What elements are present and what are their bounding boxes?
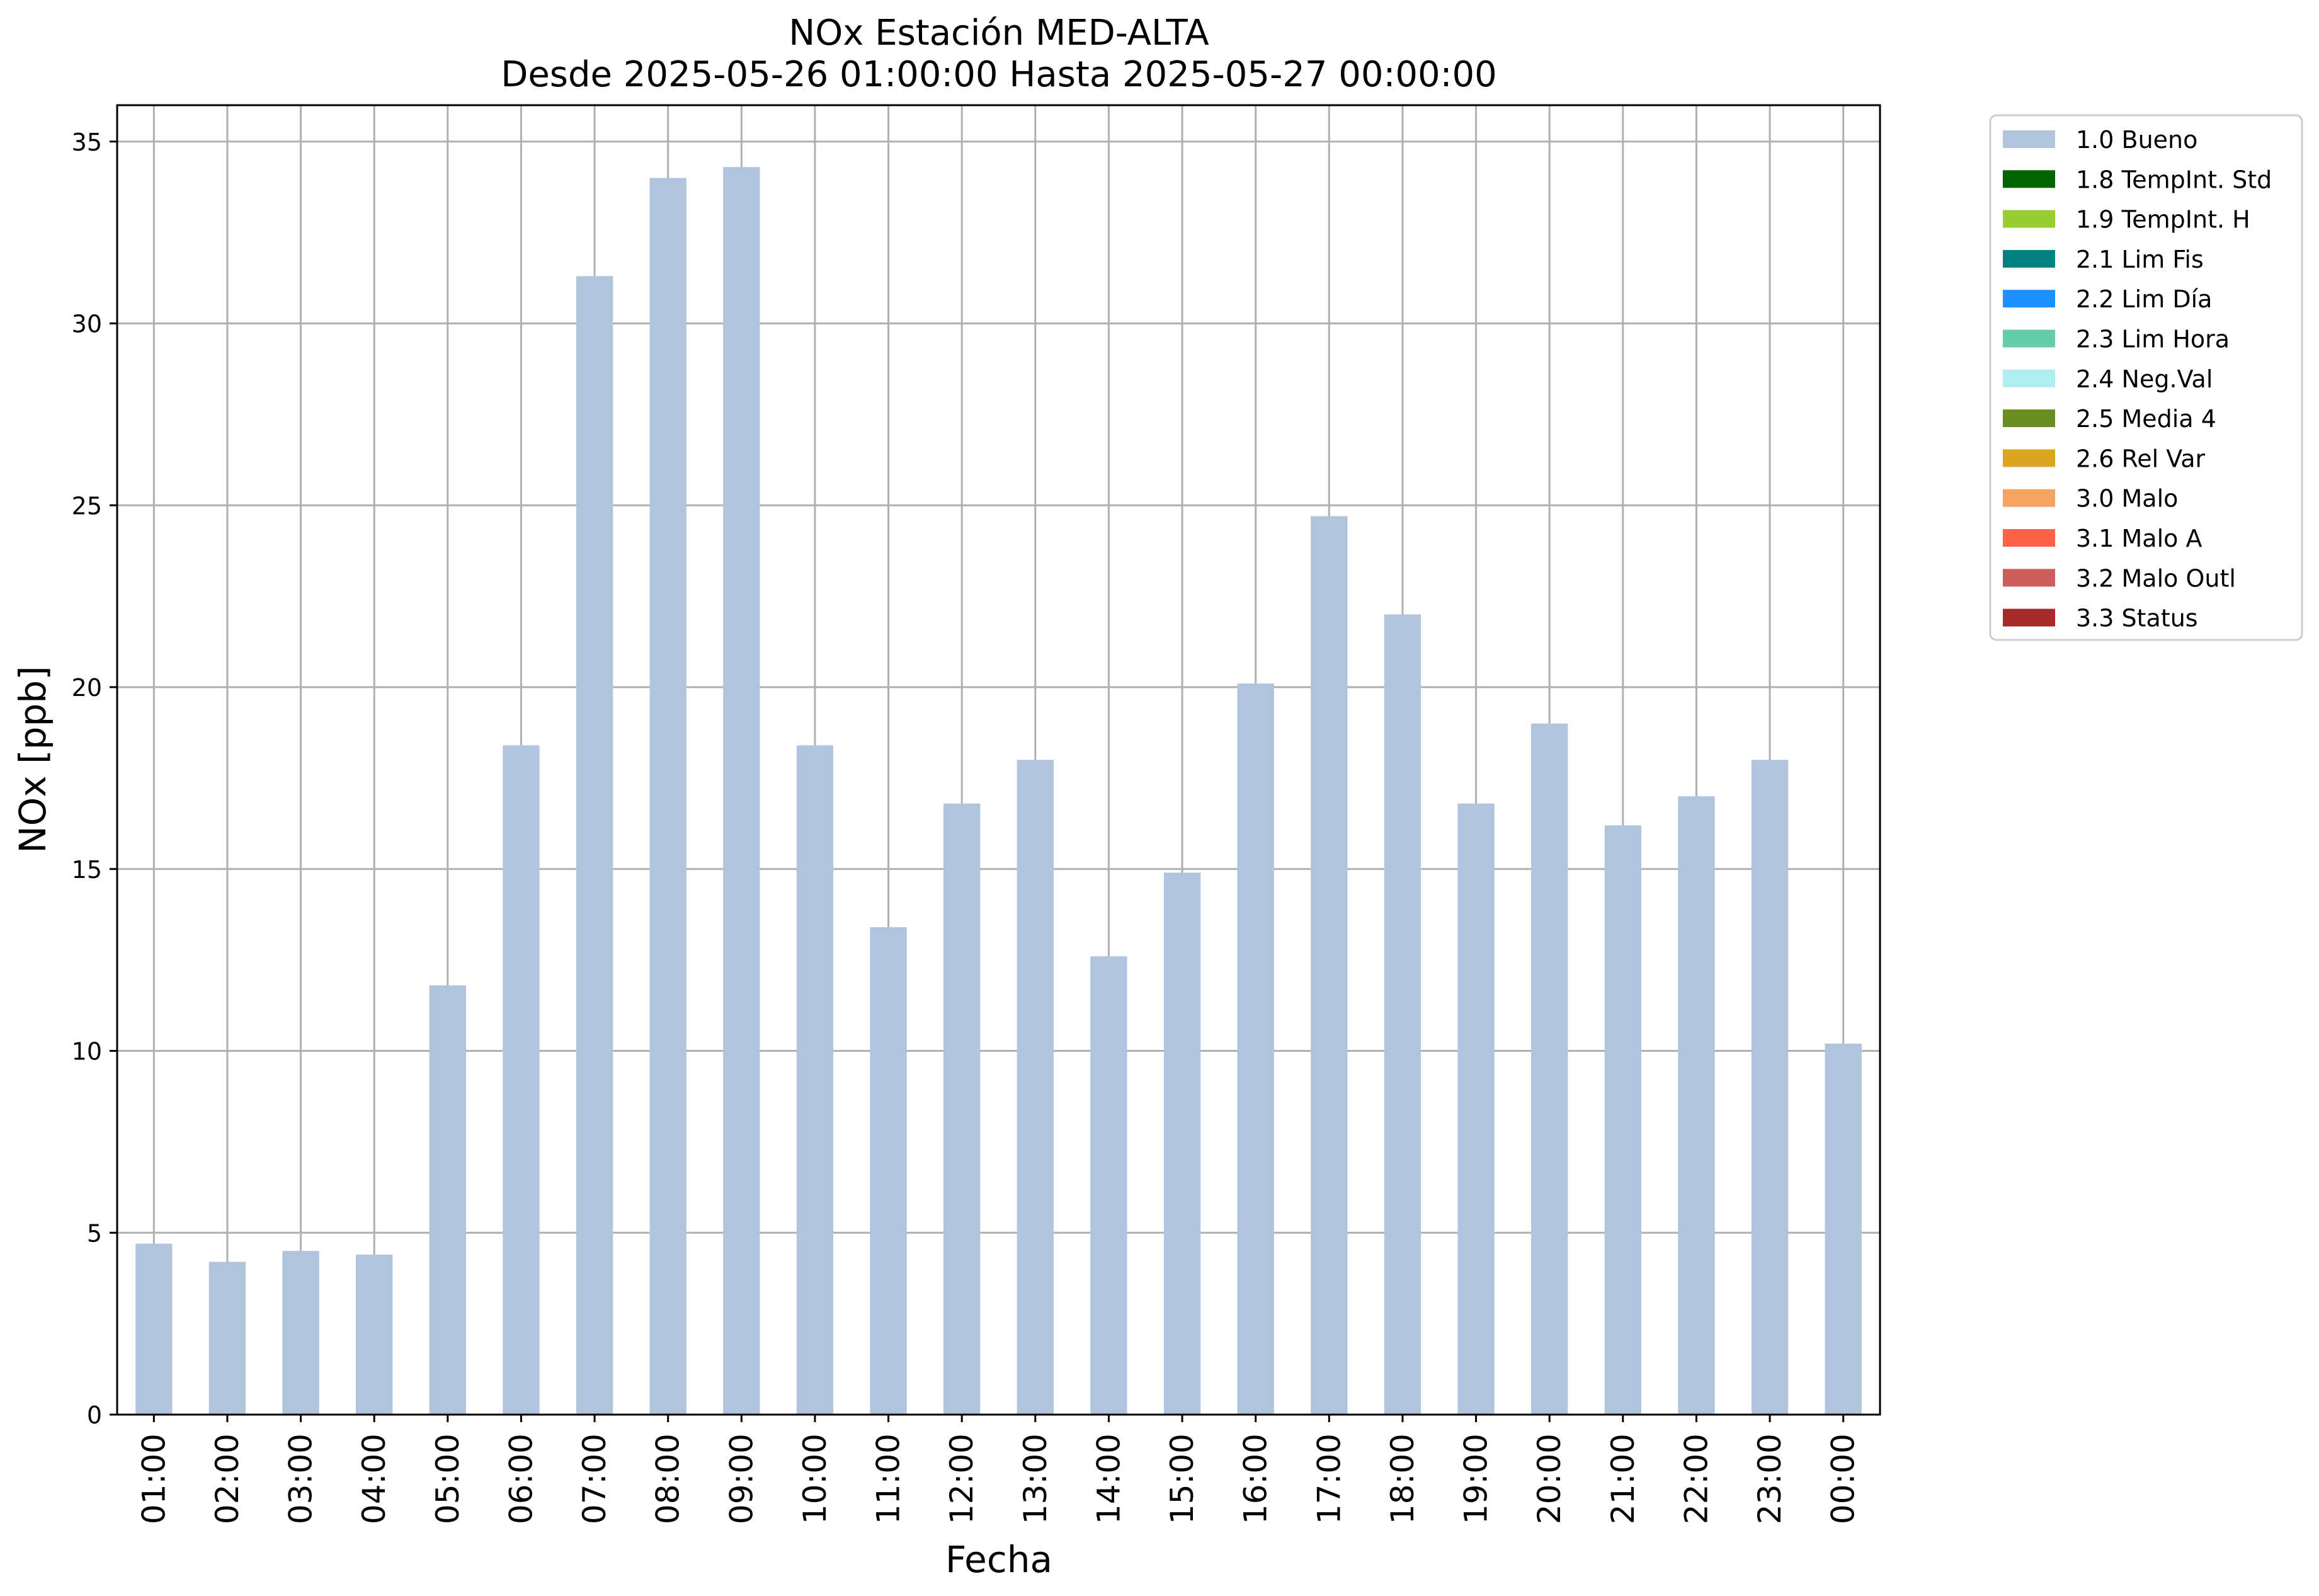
legend-swatch xyxy=(2003,449,2055,467)
x-tick-label: 00:00 xyxy=(1825,1434,1862,1524)
bar xyxy=(796,745,834,1415)
y-tick-label: 30 xyxy=(72,311,102,338)
y-tick-label: 25 xyxy=(72,492,102,520)
bar xyxy=(1163,872,1201,1415)
bar xyxy=(723,167,760,1415)
bar xyxy=(1825,1043,1862,1415)
x-tick-label: 14:00 xyxy=(1090,1434,1127,1524)
legend-swatch xyxy=(2003,130,2055,148)
x-tick-label: 23:00 xyxy=(1752,1434,1788,1524)
legend-label: 1.9 TempInt. H xyxy=(2076,206,2250,234)
x-tick-label: 04:00 xyxy=(356,1434,392,1524)
legend-label: 2.2 Lim Día xyxy=(2076,285,2212,313)
legend-swatch xyxy=(2003,170,2055,188)
bar xyxy=(870,927,907,1415)
bar xyxy=(208,1262,246,1415)
bar xyxy=(1017,760,1054,1415)
legend-label: 3.0 Malo xyxy=(2076,485,2178,513)
legend-swatch xyxy=(2003,249,2055,268)
x-tick-label: 01:00 xyxy=(135,1434,172,1524)
legend-label: 1.8 TempInt. Std xyxy=(2076,166,2272,193)
bar xyxy=(576,276,613,1415)
bar xyxy=(282,1251,319,1415)
legend-label: 2.1 Lim Fis xyxy=(2076,246,2204,273)
bar xyxy=(1604,825,1641,1415)
legend-swatch xyxy=(2003,210,2055,228)
legend: 1.0 Bueno 1.8 TempInt. Std 1.9 TempInt. H 2… xyxy=(1989,114,2303,641)
legend-swatch xyxy=(2003,290,2055,308)
legend-label: 3.3 Status xyxy=(2076,605,2198,632)
x-tick-label: 08:00 xyxy=(650,1434,687,1524)
x-tick-label: 18:00 xyxy=(1384,1434,1421,1524)
bar xyxy=(1090,956,1127,1415)
ticks-layer: 0 5 10 15 20 25 30 35 01:00 02:00 03:00 04:00 05:00 0… xyxy=(72,128,1862,1524)
bar xyxy=(429,985,466,1415)
x-tick-label: 15:00 xyxy=(1164,1434,1200,1524)
bar xyxy=(1751,760,1789,1415)
legend-label: 2.5 Media 4 xyxy=(2076,405,2216,433)
legend-label: 2.4 Neg.Val xyxy=(2076,365,2213,393)
y-axis-label: NOx [ppb] xyxy=(11,666,54,853)
legend-swatch xyxy=(2003,569,2055,587)
x-tick-label: 12:00 xyxy=(943,1434,980,1524)
x-tick-label: 20:00 xyxy=(1531,1434,1568,1524)
bar xyxy=(1531,723,1568,1415)
bar xyxy=(1384,614,1422,1415)
y-tick-label: 0 xyxy=(87,1401,102,1429)
x-tick-label: 09:00 xyxy=(723,1434,760,1524)
legend-label: 1.0 Bueno xyxy=(2076,126,2197,154)
x-tick-label: 07:00 xyxy=(576,1434,613,1524)
legend-swatch xyxy=(2003,529,2055,547)
y-tick-label: 10 xyxy=(72,1038,102,1066)
y-tick-label: 20 xyxy=(72,674,102,702)
x-tick-label: 05:00 xyxy=(430,1434,466,1524)
chart-title: NOx Estación MED-ALTA xyxy=(789,13,1209,54)
x-tick-label: 02:00 xyxy=(209,1434,246,1524)
legend-swatch xyxy=(2003,369,2055,387)
bar xyxy=(1237,683,1274,1415)
legend-swatch xyxy=(2003,608,2055,627)
x-tick-label: 19:00 xyxy=(1458,1434,1495,1524)
bar xyxy=(649,178,687,1415)
bar xyxy=(1678,796,1715,1415)
legend-swatch xyxy=(2003,409,2055,428)
bar xyxy=(943,803,981,1415)
y-tick-label: 35 xyxy=(72,128,102,156)
x-tick-label: 13:00 xyxy=(1017,1434,1054,1524)
y-tick-label: 15 xyxy=(72,856,102,884)
x-tick-label: 16:00 xyxy=(1238,1434,1274,1524)
chart-subtitle: Desde 2025-05-26 01:00:00 Hasta 2025-05-… xyxy=(501,54,1497,95)
x-tick-label: 22:00 xyxy=(1678,1434,1714,1524)
bar xyxy=(1311,516,1348,1415)
legend-label: 3.2 Malo Outl xyxy=(2076,564,2236,592)
bar xyxy=(1457,803,1495,1415)
x-tick-label: 06:00 xyxy=(503,1434,539,1524)
legend-label: 3.1 Malo A xyxy=(2076,525,2202,552)
plot-frame xyxy=(116,104,1881,1416)
legend-label: 2.6 Rel Var xyxy=(2076,445,2206,472)
legend-swatch xyxy=(2003,489,2055,507)
y-tick-label: 5 xyxy=(87,1219,102,1247)
legend-frame xyxy=(1989,114,2303,641)
x-tick-label: 11:00 xyxy=(870,1434,907,1524)
bar xyxy=(503,745,540,1415)
legend-swatch xyxy=(2003,329,2055,348)
x-axis-label: Fecha xyxy=(945,1538,1052,1581)
x-tick-label: 10:00 xyxy=(797,1434,833,1524)
x-tick-label: 21:00 xyxy=(1605,1434,1641,1524)
legend-label: 2.3 Lim Hora xyxy=(2076,326,2230,353)
bar xyxy=(356,1254,393,1415)
bars-layer xyxy=(135,167,1862,1415)
x-tick-label: 03:00 xyxy=(283,1434,319,1524)
bar xyxy=(135,1243,173,1415)
x-tick-label: 17:00 xyxy=(1311,1434,1347,1524)
